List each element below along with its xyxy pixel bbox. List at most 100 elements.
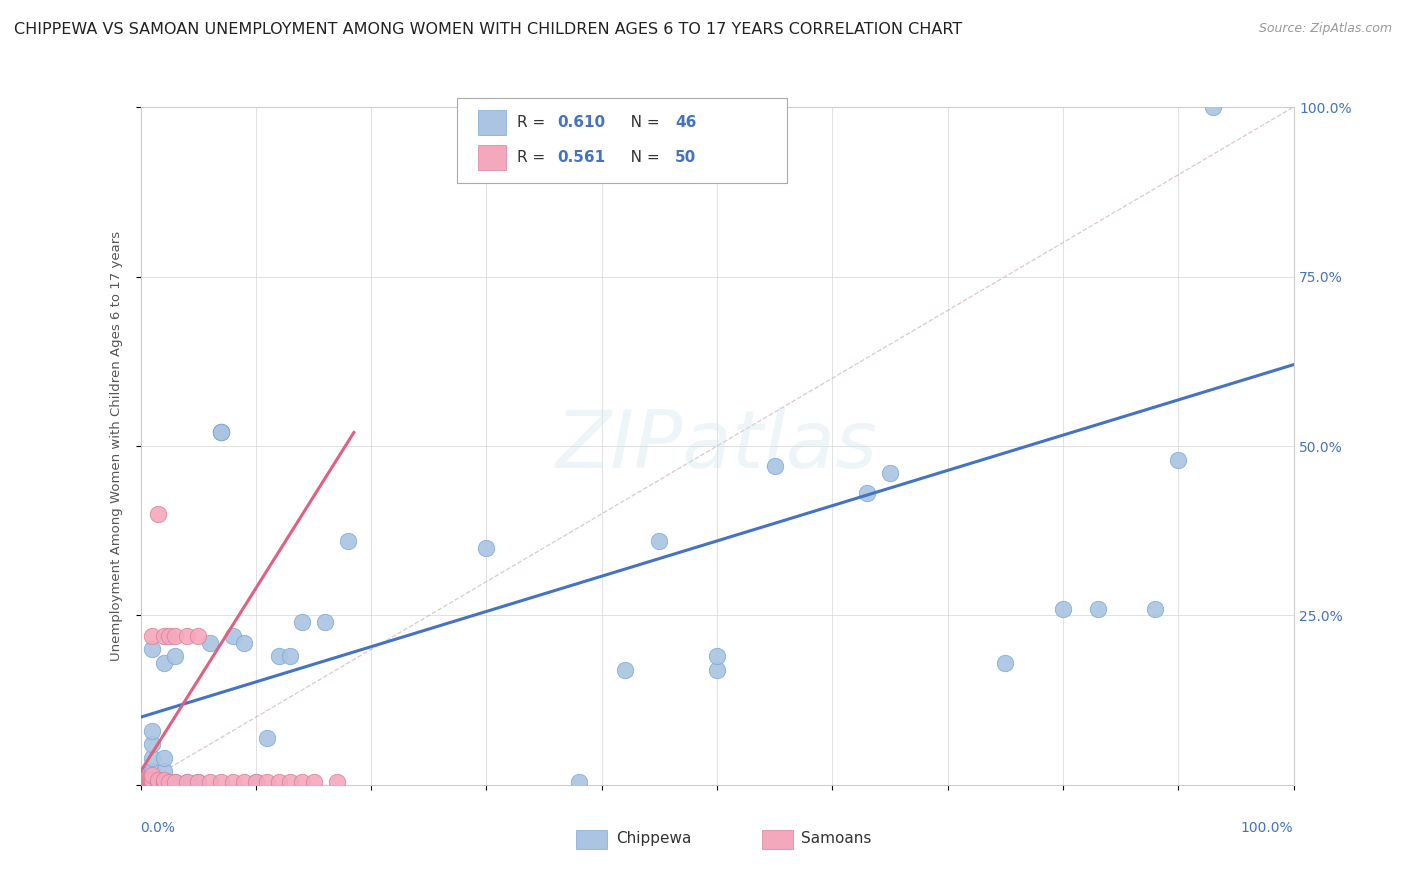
- Point: [152, 775, 174, 789]
- Point: [141, 775, 163, 789]
- Point: [209, 425, 232, 440]
- Point: [648, 533, 671, 548]
- Point: [245, 774, 267, 789]
- Point: [302, 774, 325, 789]
- Point: [134, 776, 156, 790]
- Point: [131, 776, 153, 790]
- Point: [159, 629, 180, 643]
- Point: [280, 649, 302, 664]
- Point: [267, 649, 290, 664]
- Point: [132, 774, 155, 789]
- Point: [856, 486, 879, 500]
- Text: R =: R =: [517, 115, 551, 129]
- Point: [245, 774, 267, 789]
- Point: [134, 773, 156, 788]
- Y-axis label: Unemployment Among Women with Children Ages 6 to 17 years: Unemployment Among Women with Children A…: [111, 231, 124, 661]
- Text: 46: 46: [675, 115, 696, 129]
- Point: [233, 635, 256, 649]
- Text: 50: 50: [675, 151, 696, 165]
- Point: [141, 737, 163, 751]
- Point: [139, 773, 162, 788]
- Point: [135, 774, 157, 789]
- Point: [256, 774, 278, 789]
- Point: [136, 773, 159, 788]
- Point: [136, 776, 159, 790]
- Point: [165, 774, 187, 789]
- Point: [141, 764, 163, 779]
- Point: [165, 649, 187, 664]
- Point: [187, 774, 209, 789]
- Text: Chippewa: Chippewa: [616, 831, 692, 846]
- Point: [291, 615, 314, 630]
- Point: [165, 774, 187, 789]
- Point: [198, 774, 221, 789]
- Text: 0.610: 0.610: [557, 115, 605, 129]
- Point: [198, 635, 221, 649]
- Point: [209, 425, 232, 440]
- Point: [134, 772, 156, 786]
- Point: [146, 774, 169, 789]
- Point: [165, 629, 187, 643]
- Text: R =: R =: [517, 151, 551, 165]
- Point: [152, 656, 174, 670]
- Point: [135, 776, 157, 790]
- Text: CHIPPEWA VS SAMOAN UNEMPLOYMENT AMONG WOMEN WITH CHILDREN AGES 6 TO 17 YEARS COR: CHIPPEWA VS SAMOAN UNEMPLOYMENT AMONG WO…: [14, 22, 962, 37]
- Point: [152, 764, 174, 779]
- Point: [706, 649, 728, 664]
- Point: [132, 773, 155, 788]
- Point: [138, 776, 160, 790]
- Point: [138, 773, 160, 788]
- Point: [159, 774, 180, 789]
- Point: [152, 629, 174, 643]
- Point: [1167, 452, 1189, 467]
- Point: [176, 774, 198, 789]
- Point: [1144, 601, 1167, 615]
- Point: [141, 642, 163, 657]
- Point: [233, 774, 256, 789]
- Point: [187, 774, 209, 789]
- Point: [280, 774, 302, 789]
- Point: [152, 751, 174, 765]
- Point: [139, 776, 162, 790]
- Point: [146, 772, 169, 787]
- Point: [613, 663, 636, 677]
- Point: [141, 629, 163, 643]
- Point: [132, 776, 155, 790]
- Text: 0.561: 0.561: [557, 151, 605, 165]
- Point: [209, 774, 232, 789]
- Point: [256, 731, 278, 745]
- Point: [132, 772, 155, 787]
- Point: [146, 507, 169, 521]
- Point: [291, 774, 314, 789]
- Text: Samoans: Samoans: [801, 831, 872, 846]
- Point: [568, 774, 591, 789]
- Point: [139, 775, 162, 789]
- Point: [176, 629, 198, 643]
- Point: [1052, 601, 1074, 615]
- Point: [994, 656, 1017, 670]
- Point: [176, 774, 198, 789]
- Point: [475, 541, 498, 555]
- Text: Source: ZipAtlas.com: Source: ZipAtlas.com: [1258, 22, 1392, 36]
- Point: [209, 425, 232, 440]
- Point: [131, 774, 153, 789]
- Point: [1202, 100, 1225, 114]
- Point: [146, 775, 169, 789]
- Point: [135, 768, 157, 782]
- Point: [222, 629, 245, 643]
- Point: [141, 773, 163, 788]
- Point: [152, 774, 174, 789]
- Point: [141, 723, 163, 738]
- Point: [1087, 601, 1109, 615]
- Text: ZIPatlas: ZIPatlas: [555, 407, 879, 485]
- Point: [139, 774, 162, 789]
- Point: [222, 774, 245, 789]
- Point: [139, 772, 162, 787]
- Point: [135, 773, 157, 788]
- Point: [706, 663, 728, 677]
- Point: [141, 751, 163, 765]
- Point: [879, 466, 901, 480]
- Point: [267, 774, 290, 789]
- Text: 0.0%: 0.0%: [141, 821, 176, 835]
- Point: [325, 774, 347, 789]
